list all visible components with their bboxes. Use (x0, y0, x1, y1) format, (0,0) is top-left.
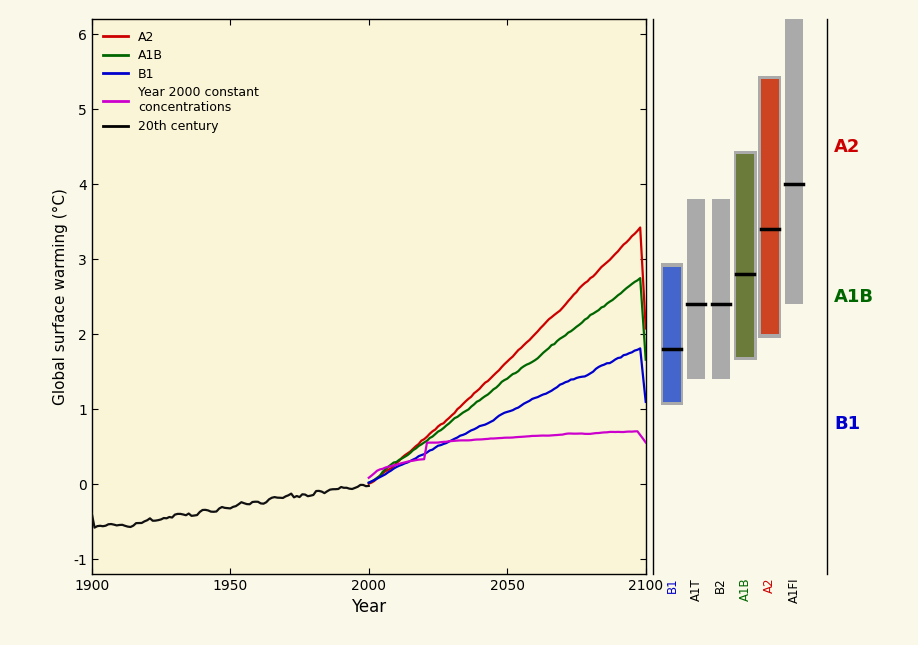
Bar (688, 199, 705, 379)
Text: B1: B1 (834, 415, 860, 433)
Text: A2: A2 (763, 578, 777, 593)
Bar (736, 154, 755, 357)
Bar (711, 199, 730, 379)
Bar (758, 75, 781, 338)
Text: B2: B2 (714, 578, 727, 593)
Bar (761, 79, 778, 334)
Text: A1FI: A1FI (788, 578, 800, 603)
Bar (663, 267, 681, 402)
Text: A2: A2 (834, 138, 861, 156)
Text: A1B: A1B (739, 578, 752, 601)
Y-axis label: Global surface warming (°C): Global surface warming (°C) (52, 188, 68, 405)
Bar (733, 150, 756, 361)
Text: B1: B1 (666, 578, 678, 593)
Bar (661, 263, 683, 406)
Text: A1T: A1T (690, 578, 703, 600)
X-axis label: Year: Year (352, 599, 386, 617)
Text: A1B: A1B (834, 288, 874, 306)
Bar (785, 5, 803, 304)
Legend: A2, A1B, B1, Year 2000 constant
concentrations, 20th century: A2, A1B, B1, Year 2000 constant concentr… (98, 26, 264, 138)
